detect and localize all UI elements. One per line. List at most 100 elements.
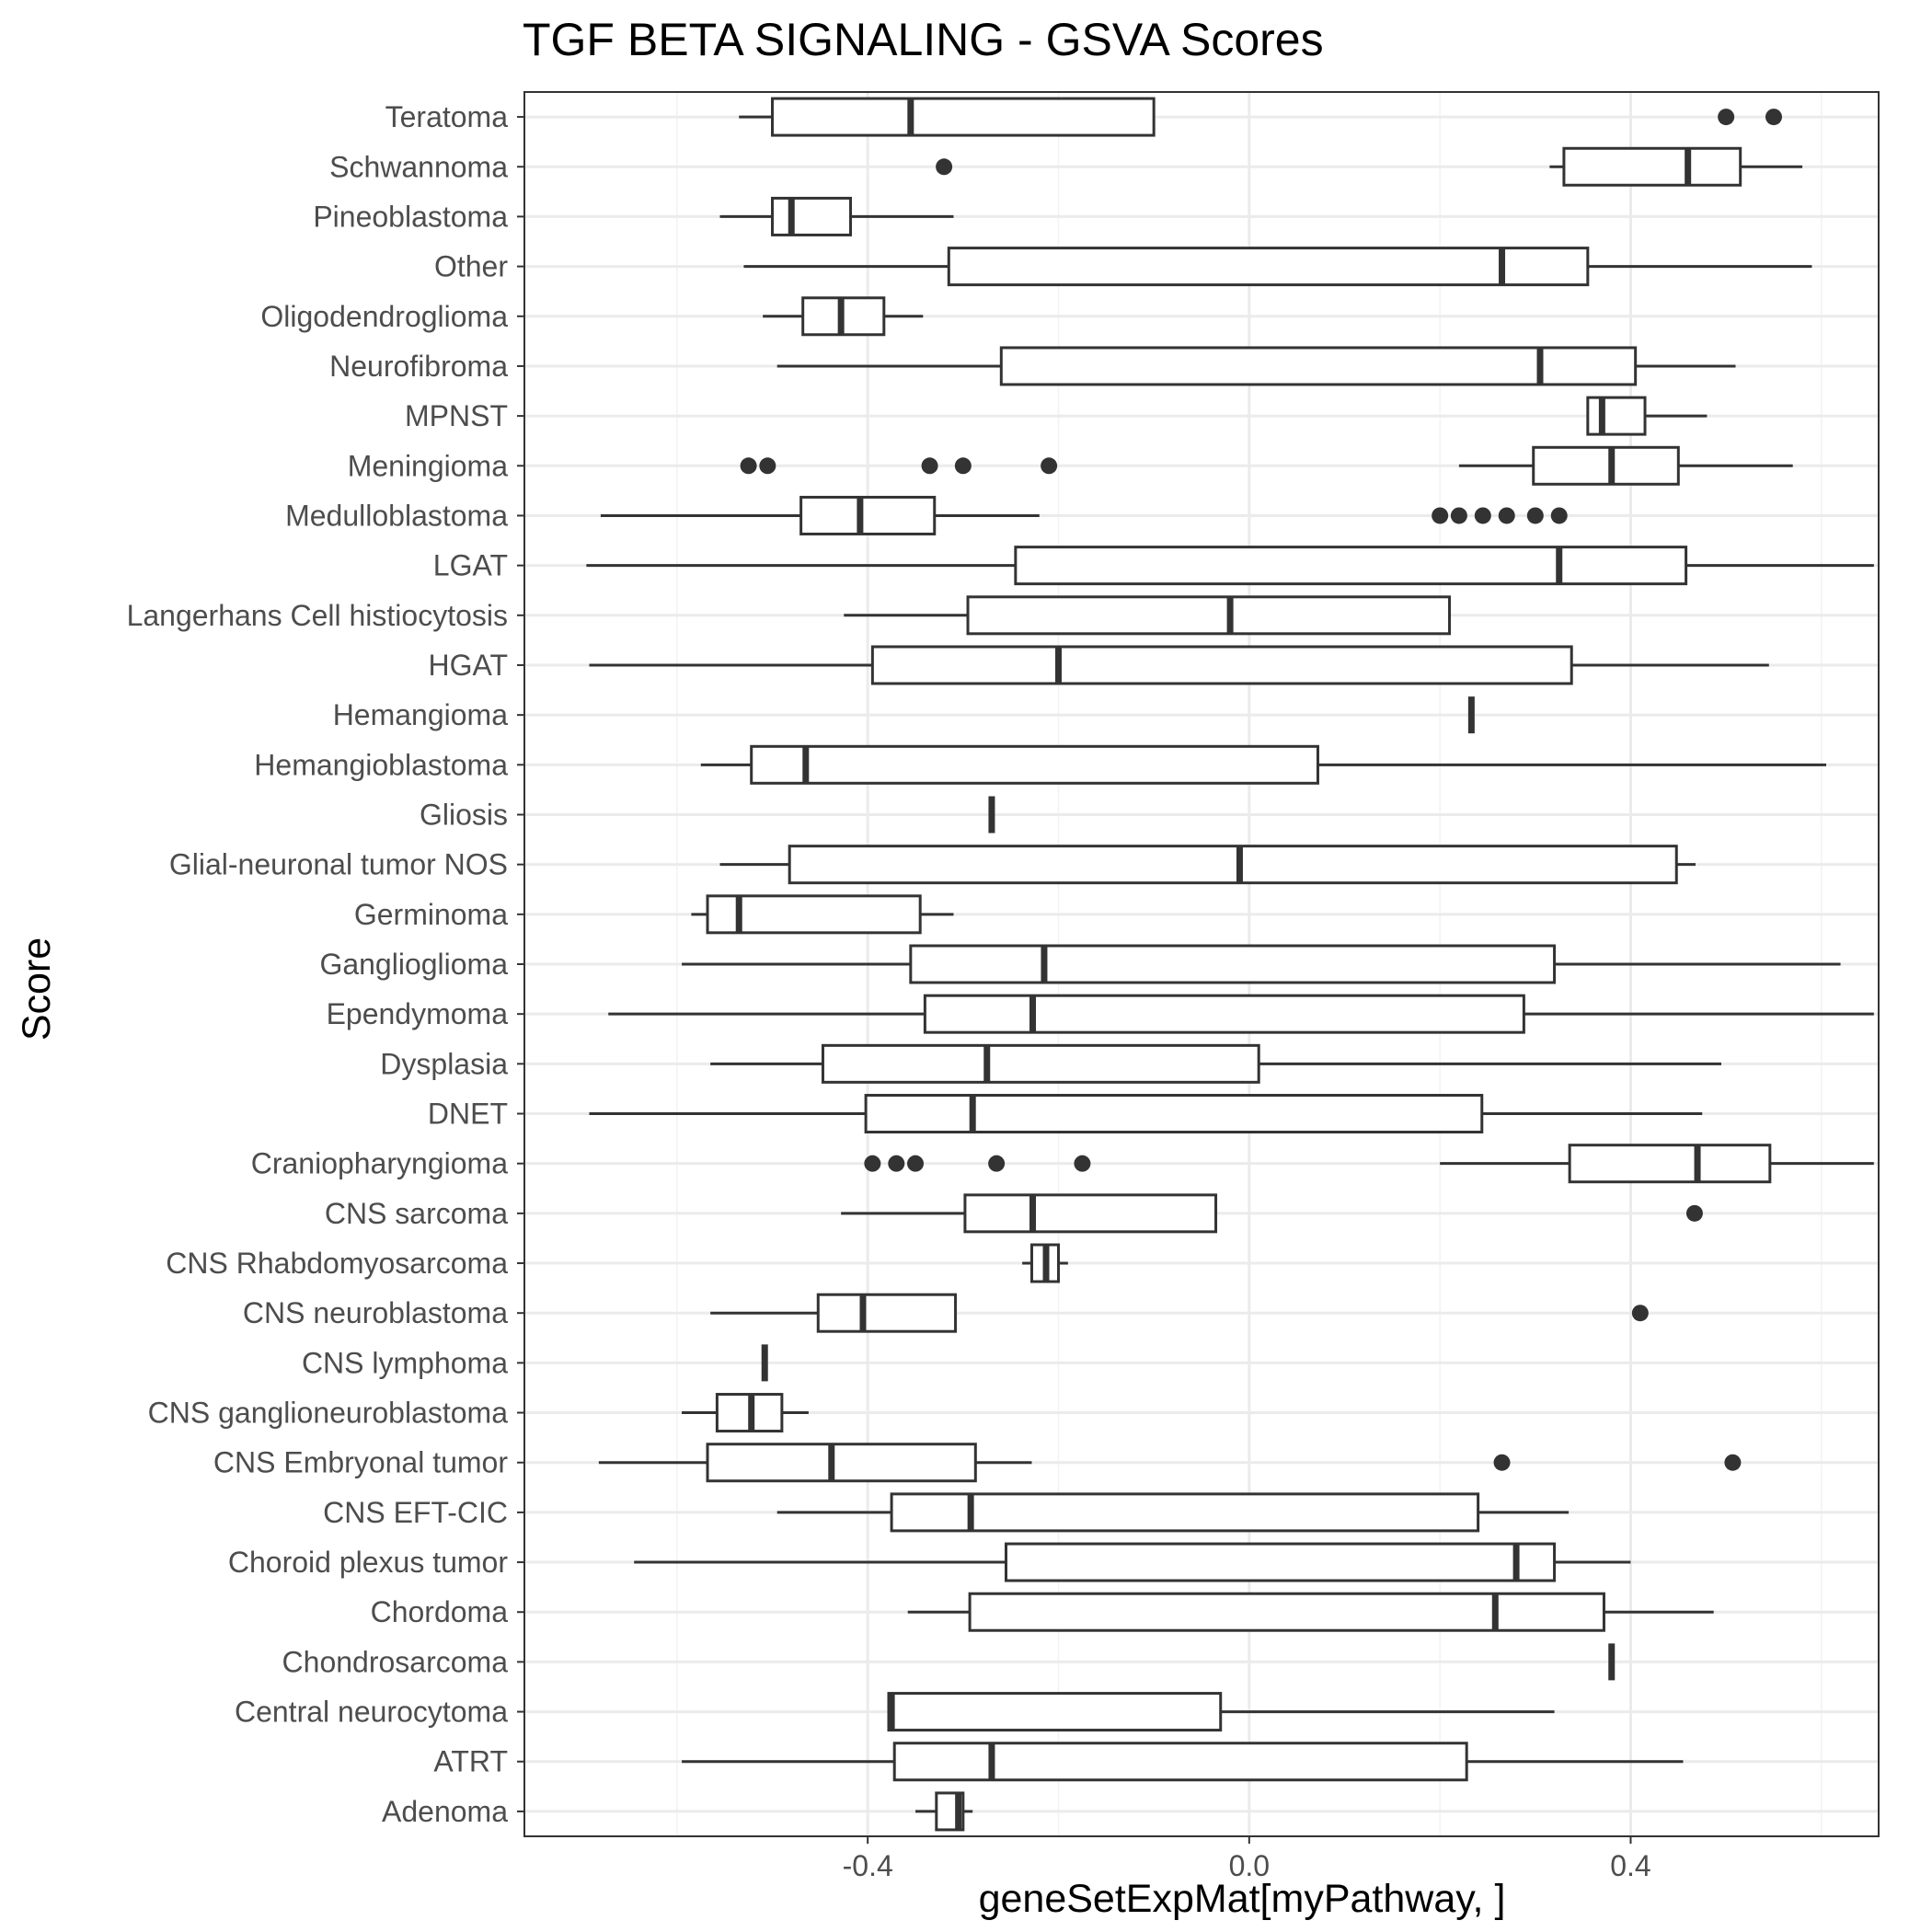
box-group — [841, 1193, 1703, 1234]
y-tick-label: Medulloblastoma — [285, 499, 508, 532]
outlier-point — [1498, 507, 1515, 524]
outlier-point — [1765, 109, 1782, 126]
y-tick-label: Choroid plexus tumor — [228, 1546, 508, 1579]
box — [890, 1492, 1480, 1533]
box-group — [907, 1592, 1714, 1632]
outlier-point — [1685, 1204, 1703, 1222]
y-tick-label: Gliosis — [420, 798, 508, 831]
y-tick-label: ATRT — [433, 1745, 508, 1778]
box-group — [776, 1492, 1570, 1533]
outlier-point — [954, 457, 972, 475]
y-tick-label: CNS sarcoma — [325, 1197, 508, 1230]
outlier-point — [1074, 1155, 1091, 1172]
box-group — [600, 495, 1568, 535]
box-group — [776, 346, 1736, 386]
box — [966, 595, 1452, 636]
y-tick-label: Germinoma — [354, 898, 508, 931]
box-group — [682, 1393, 809, 1433]
outlier-point — [1493, 1454, 1511, 1471]
box — [892, 1742, 1468, 1782]
y-axis-title: Score — [15, 937, 59, 1041]
outlier-point — [1432, 507, 1449, 524]
box-group — [719, 196, 954, 236]
box-group — [864, 1144, 1874, 1184]
box — [1586, 396, 1647, 436]
box — [1532, 445, 1680, 486]
outlier-point — [907, 1155, 925, 1172]
box-group — [844, 595, 1452, 636]
y-tick-label: Neurofibroma — [329, 350, 508, 383]
y-tick-label: Craniopharyngioma — [251, 1147, 508, 1180]
x-tick-label: 0.0 — [1229, 1849, 1270, 1882]
outlier-point — [1718, 109, 1735, 126]
box — [870, 645, 1573, 685]
y-tick-label: CNS EFT-CIC — [323, 1496, 508, 1529]
box — [706, 1443, 977, 1483]
outlier-point — [1474, 507, 1491, 524]
y-tick-label: CNS ganglioneuroblastoma — [148, 1397, 509, 1430]
y-tick-label: CNS Rhabdomyosarcoma — [166, 1247, 508, 1280]
outlier-point — [888, 1155, 905, 1172]
y-tick-label: Meningioma — [348, 449, 509, 482]
y-tick-label: Ganglioglioma — [319, 948, 508, 981]
outlier-point — [1526, 507, 1544, 524]
x-tick-label: 0.4 — [1610, 1849, 1650, 1882]
outlier-point — [1631, 1305, 1649, 1322]
box — [864, 1094, 1484, 1134]
y-tick-label: Adenoma — [382, 1795, 508, 1828]
y-tick-label: Langerhans Cell histiocytosis — [127, 599, 508, 632]
y-tick-label: CNS neuroblastoma — [243, 1296, 508, 1329]
outlier-point — [988, 1155, 1006, 1172]
y-tick-label: Glial-neuronal tumor NOS — [169, 848, 508, 881]
box — [963, 1193, 1218, 1234]
box — [887, 1692, 1223, 1732]
box-group — [1022, 1243, 1068, 1283]
box — [1562, 146, 1742, 187]
box — [821, 1043, 1260, 1084]
box — [999, 346, 1638, 386]
box-group — [763, 296, 924, 337]
box-group — [682, 944, 1841, 984]
outlier-point — [740, 457, 757, 475]
box — [1014, 546, 1688, 586]
box-group — [598, 1443, 1742, 1483]
y-tick-label: CNS Embryonal tumor — [213, 1446, 508, 1479]
y-tick-label: Hemangioblastoma — [254, 748, 508, 781]
y-tick-label: HGAT — [428, 649, 508, 682]
y-tick-label: Other — [434, 250, 508, 283]
box-group — [719, 845, 1696, 885]
box-group — [589, 1094, 1703, 1134]
outlier-point — [864, 1155, 881, 1172]
box-group — [634, 1542, 1631, 1582]
box-group — [682, 1742, 1684, 1782]
y-tick-label: MPNST — [405, 399, 508, 432]
box — [750, 744, 1319, 785]
outlier-point — [1041, 457, 1058, 475]
outlier-point — [921, 457, 938, 475]
y-tick-label: Teratoma — [385, 100, 509, 133]
box — [771, 97, 1156, 137]
outlier-point — [1550, 507, 1568, 524]
box-group — [608, 994, 1874, 1034]
box-group — [586, 546, 1874, 586]
box — [1004, 1542, 1557, 1582]
outlier-point — [759, 457, 776, 475]
box — [923, 994, 1525, 1034]
box — [771, 196, 853, 236]
box — [909, 944, 1557, 984]
y-tick-label: Schwannoma — [329, 150, 508, 183]
box — [706, 894, 922, 935]
outlier-point — [936, 158, 953, 176]
outlier-point — [1724, 1454, 1742, 1471]
y-tick-label: LGAT — [433, 549, 508, 582]
box — [816, 1293, 958, 1333]
y-tick-label: CNS lymphoma — [302, 1346, 508, 1379]
y-tick-label: Chondrosarcoma — [282, 1645, 509, 1678]
box-group — [887, 1692, 1555, 1732]
y-tick-label: Oligodendroglioma — [260, 300, 508, 333]
box — [1568, 1144, 1772, 1184]
box-group — [710, 1293, 1649, 1333]
y-axis: Teratoma Schwannoma Pineoblastoma Other Olig… — [127, 100, 524, 1828]
boxplot-series — [586, 97, 1874, 1832]
